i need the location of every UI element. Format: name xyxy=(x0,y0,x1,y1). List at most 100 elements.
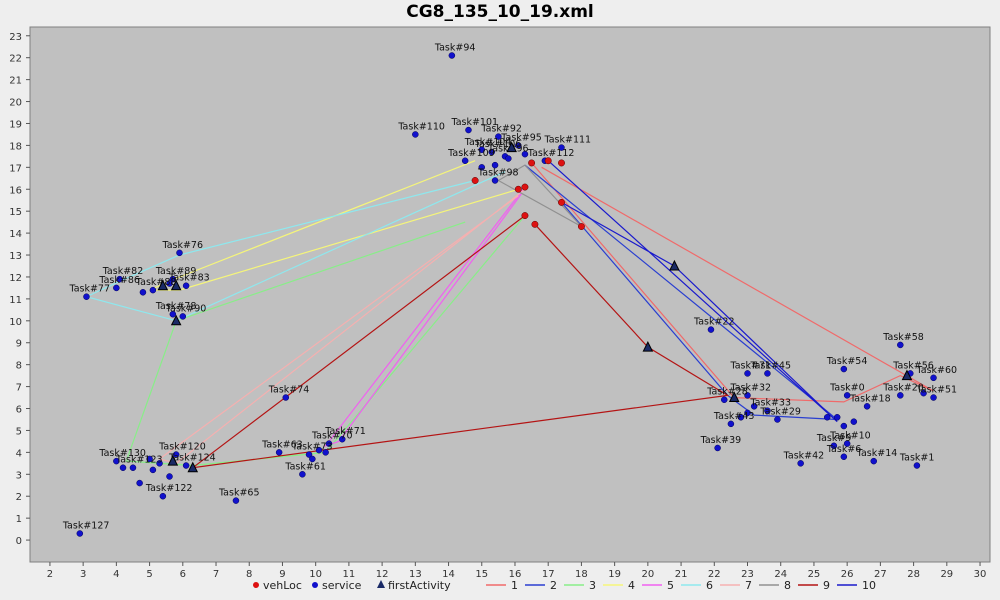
y-tick-label: 15 xyxy=(9,207,22,218)
task-label: Task#71 xyxy=(324,426,366,437)
service-point xyxy=(182,282,190,289)
service-point xyxy=(461,157,469,164)
service-point xyxy=(823,414,831,421)
plot-area xyxy=(29,26,991,563)
service-point xyxy=(797,460,804,467)
service-point xyxy=(750,403,758,410)
legend-label: service xyxy=(322,579,362,592)
x-tick-label: 22 xyxy=(708,569,721,580)
service-point xyxy=(774,416,781,423)
service-point xyxy=(558,144,565,151)
service-point xyxy=(737,414,745,421)
first-activity-marker xyxy=(669,259,680,271)
x-tick-label: 27 xyxy=(874,569,887,580)
x-tick-label: 14 xyxy=(442,569,455,580)
legend-marker-vehLoc xyxy=(253,582,259,588)
y-tick-label: 3 xyxy=(16,470,22,481)
task-label: Task#94 xyxy=(434,43,476,54)
service-point xyxy=(913,462,921,469)
route-line-2 xyxy=(524,164,840,421)
task-label: Task#29 xyxy=(759,406,801,417)
route-line-8 xyxy=(497,164,582,228)
service-point xyxy=(840,453,848,461)
task-label: Task#61 xyxy=(284,461,326,472)
service-point xyxy=(182,462,190,469)
route-line-10 xyxy=(547,160,838,423)
service-point xyxy=(714,444,721,452)
vehloc-point xyxy=(471,177,479,184)
first-activity-marker xyxy=(728,391,740,403)
service-point xyxy=(764,370,771,377)
x-tick-label: 10 xyxy=(309,569,322,580)
task-label: Task#58 xyxy=(882,332,924,343)
y-tick-label: 19 xyxy=(9,119,22,130)
service-point xyxy=(149,286,157,294)
service-point xyxy=(166,280,173,287)
task-label: Task#28 xyxy=(706,387,748,398)
y-tick-label: 17 xyxy=(9,163,22,174)
service-point xyxy=(521,150,529,158)
task-label: Task#73 xyxy=(291,442,333,453)
x-tick-label: 8 xyxy=(246,569,252,580)
service-point xyxy=(744,392,751,399)
service-point xyxy=(325,440,333,447)
task-label: Task#120 xyxy=(158,442,206,453)
service-point xyxy=(232,497,240,504)
y-tick-label: 11 xyxy=(9,295,22,306)
service-point xyxy=(338,435,346,443)
service-point xyxy=(156,460,163,467)
y-tick-label: 18 xyxy=(9,141,22,152)
task-label: Task#22 xyxy=(693,317,735,328)
x-tick-label: 29 xyxy=(940,569,953,580)
service-point xyxy=(305,451,313,458)
legend-label: 6 xyxy=(706,579,713,592)
service-point xyxy=(136,479,143,487)
y-tick-label: 16 xyxy=(9,185,22,196)
legend-label: 9 xyxy=(823,579,830,592)
service-point xyxy=(275,449,283,456)
task-label: Task#110 xyxy=(397,121,445,132)
task-label: Task#20 xyxy=(882,382,924,393)
task-label: Task#124 xyxy=(168,453,216,464)
service-point xyxy=(113,457,120,465)
service-point xyxy=(76,530,84,537)
service-point xyxy=(491,161,499,169)
x-tick-label: 30 xyxy=(974,569,987,580)
service-point xyxy=(488,148,495,156)
legend-label: 8 xyxy=(784,579,791,592)
task-label: Task#95 xyxy=(500,132,542,143)
route-line-6 xyxy=(84,171,506,322)
task-label: Task#0 xyxy=(829,382,865,393)
task-label: Task#130 xyxy=(98,448,146,459)
first-activity-marker xyxy=(170,279,182,291)
route-line-7 xyxy=(158,188,526,464)
service-point xyxy=(149,466,157,474)
service-point xyxy=(315,446,323,454)
first-activity-marker xyxy=(901,369,913,381)
task-label: Task#51 xyxy=(916,385,958,396)
y-tick-label: 2 xyxy=(16,492,22,503)
task-label: Task#6 xyxy=(826,444,862,455)
service-point xyxy=(830,442,838,450)
chart-title: CG8_135_10_19.xml xyxy=(406,2,594,22)
task-label: Task#106 xyxy=(474,139,522,150)
legend-label: vehLoc xyxy=(263,579,302,592)
service-point xyxy=(113,284,120,292)
vehloc-point xyxy=(528,159,536,167)
first-activity-marker xyxy=(167,455,179,466)
vehloc-point xyxy=(514,185,522,193)
service-point xyxy=(179,313,187,320)
service-point xyxy=(322,449,329,456)
task-label: Task#88 xyxy=(135,277,177,288)
vehloc-point xyxy=(558,198,565,206)
task-label: Task#42 xyxy=(783,450,825,461)
task-label: Task#10 xyxy=(829,431,871,442)
task-label: Task#45 xyxy=(749,360,791,371)
y-tick-label: 7 xyxy=(16,383,22,394)
route-line-4 xyxy=(149,160,519,291)
vehloc-point xyxy=(521,212,529,220)
legend-label: 1 xyxy=(511,579,518,592)
x-tick-label: 6 xyxy=(180,569,186,580)
vehloc-point xyxy=(521,183,529,191)
service-point xyxy=(721,396,728,403)
